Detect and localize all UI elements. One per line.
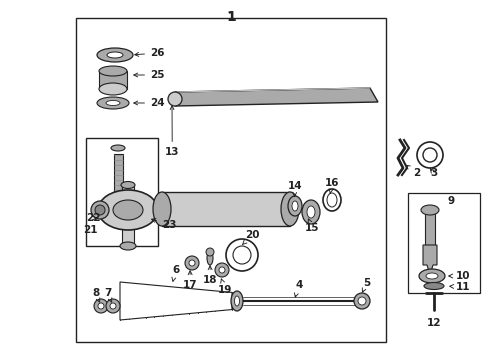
Bar — [99, 71, 127, 89]
Bar — [114, 154, 123, 209]
Circle shape — [94, 299, 108, 313]
Circle shape — [219, 267, 225, 273]
Ellipse shape — [91, 201, 109, 219]
Circle shape — [110, 303, 116, 309]
Circle shape — [189, 260, 195, 266]
Text: 2: 2 — [406, 165, 420, 178]
Ellipse shape — [95, 205, 105, 215]
Text: 1: 1 — [226, 10, 236, 24]
Ellipse shape — [99, 83, 127, 95]
Ellipse shape — [107, 52, 123, 58]
Text: 5: 5 — [362, 278, 370, 292]
Bar — [122, 185, 134, 207]
Text: 21: 21 — [83, 225, 98, 235]
FancyArrowPatch shape — [116, 212, 120, 216]
Bar — [162, 192, 290, 226]
Bar — [76, 18, 386, 342]
Circle shape — [98, 303, 104, 309]
Ellipse shape — [288, 196, 302, 216]
Circle shape — [354, 293, 370, 309]
Text: 12: 12 — [427, 318, 441, 328]
Bar — [408, 193, 480, 293]
Text: 11: 11 — [450, 282, 470, 292]
Ellipse shape — [113, 200, 143, 220]
Circle shape — [226, 239, 258, 271]
Ellipse shape — [97, 48, 133, 62]
Circle shape — [106, 299, 120, 313]
Circle shape — [358, 297, 366, 305]
Ellipse shape — [302, 200, 320, 224]
Polygon shape — [120, 282, 232, 320]
Text: 13: 13 — [165, 106, 179, 157]
Text: 19: 19 — [218, 279, 232, 295]
Ellipse shape — [235, 296, 240, 306]
Ellipse shape — [207, 251, 213, 265]
Circle shape — [206, 248, 214, 256]
FancyArrow shape — [423, 245, 437, 275]
Ellipse shape — [426, 273, 438, 279]
Circle shape — [185, 256, 199, 270]
Text: 1: 1 — [227, 12, 235, 22]
Text: 10: 10 — [449, 271, 470, 281]
Text: 22: 22 — [86, 213, 100, 223]
Ellipse shape — [97, 97, 129, 109]
Text: 20: 20 — [242, 230, 260, 245]
Text: 7: 7 — [104, 288, 112, 302]
Ellipse shape — [168, 92, 182, 106]
Text: 4: 4 — [294, 280, 302, 297]
Ellipse shape — [111, 145, 125, 151]
Circle shape — [233, 246, 251, 264]
Ellipse shape — [423, 148, 437, 162]
Ellipse shape — [421, 205, 439, 215]
Ellipse shape — [292, 201, 298, 211]
Ellipse shape — [424, 283, 444, 289]
Text: 23: 23 — [151, 219, 176, 230]
Text: 25: 25 — [134, 70, 165, 80]
Bar — [122, 228, 134, 246]
Text: 16: 16 — [325, 178, 340, 194]
Ellipse shape — [281, 192, 299, 226]
Ellipse shape — [419, 269, 445, 283]
Bar — [425, 210, 435, 245]
Text: 26: 26 — [135, 48, 165, 58]
Polygon shape — [175, 88, 378, 106]
Ellipse shape — [98, 190, 158, 230]
Circle shape — [215, 263, 229, 277]
Ellipse shape — [106, 100, 120, 105]
Text: 6: 6 — [172, 265, 179, 281]
Ellipse shape — [120, 242, 136, 250]
Ellipse shape — [121, 181, 135, 189]
Text: 3: 3 — [430, 168, 437, 178]
Text: 14: 14 — [288, 181, 303, 197]
Text: 17: 17 — [183, 271, 197, 290]
Text: 18: 18 — [203, 266, 218, 285]
Ellipse shape — [307, 206, 315, 218]
Text: 24: 24 — [134, 98, 165, 108]
Ellipse shape — [99, 66, 127, 76]
Text: 8: 8 — [92, 288, 100, 302]
Ellipse shape — [323, 189, 341, 211]
Text: 9: 9 — [447, 196, 454, 206]
Text: 15: 15 — [305, 219, 319, 233]
Ellipse shape — [417, 142, 443, 168]
Ellipse shape — [231, 291, 243, 311]
Bar — [86, 138, 158, 246]
Ellipse shape — [327, 193, 337, 207]
Ellipse shape — [153, 192, 171, 226]
